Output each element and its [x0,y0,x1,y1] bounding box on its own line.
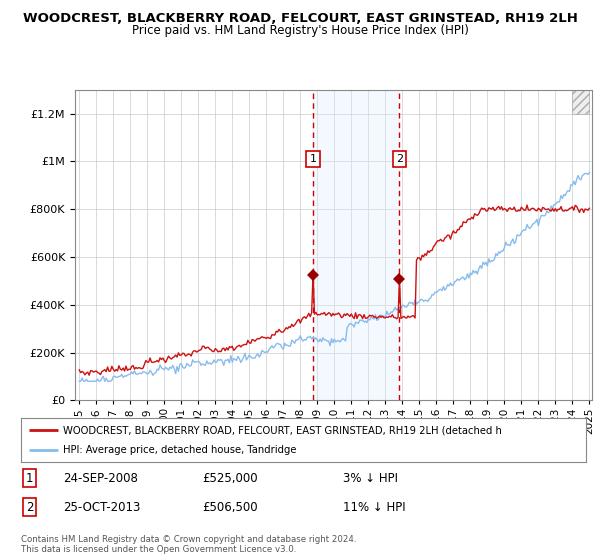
Bar [313,90,400,400]
Text: £525,000: £525,000 [202,472,257,484]
Text: 2: 2 [396,154,403,164]
Text: WOODCREST, BLACKBERRY ROAD, FELCOURT, EAST GRINSTEAD, RH19 2LH (detached h: WOODCREST, BLACKBERRY ROAD, FELCOURT, EA… [64,425,502,435]
Text: 11% ↓ HPI: 11% ↓ HPI [343,501,406,514]
Text: HPI: Average price, detached house, Tandridge: HPI: Average price, detached house, Tand… [64,445,297,455]
Text: Price paid vs. HM Land Registry's House Price Index (HPI): Price paid vs. HM Land Registry's House … [131,24,469,37]
Text: £506,500: £506,500 [202,501,257,514]
Text: 1: 1 [310,154,317,164]
Text: WOODCREST, BLACKBERRY ROAD, FELCOURT, EAST GRINSTEAD, RH19 2LH: WOODCREST, BLACKBERRY ROAD, FELCOURT, EA… [23,12,577,25]
Text: Contains HM Land Registry data © Crown copyright and database right 2024.
This d: Contains HM Land Registry data © Crown c… [21,535,356,554]
Text: 25-OCT-2013: 25-OCT-2013 [64,501,141,514]
Text: 3% ↓ HPI: 3% ↓ HPI [343,472,398,484]
Text: 24-SEP-2008: 24-SEP-2008 [64,472,138,484]
Text: 2: 2 [26,501,33,514]
Text: 1: 1 [26,472,33,484]
